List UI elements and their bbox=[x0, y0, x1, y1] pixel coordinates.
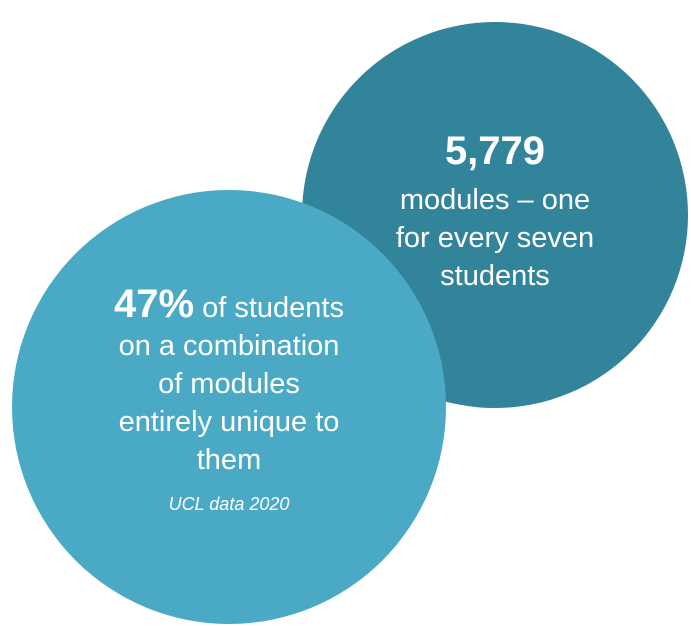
unique-combination-stat-circle: 47% of students on a combination of modu… bbox=[12, 190, 446, 624]
unique-description-line-1: 47% of students bbox=[114, 282, 344, 327]
modules-description-line-3: students bbox=[440, 260, 550, 292]
unique-stat-block: 47% of students on a combination of modu… bbox=[114, 282, 344, 515]
modules-description-line-2: for every seven bbox=[395, 222, 595, 254]
unique-percentage: 47% bbox=[114, 282, 195, 326]
modules-description-line-1: modules – one bbox=[399, 184, 591, 216]
modules-count: 5,779 bbox=[444, 129, 546, 173]
data-source-note: UCL data 2020 bbox=[168, 494, 290, 514]
modules-stat-block: 5,779 modules – one for every seven stud… bbox=[396, 129, 594, 295]
unique-description-line-2: on a combination bbox=[118, 330, 340, 362]
unique-description-line-1-text: of students bbox=[194, 292, 344, 324]
unique-description-line-5: them bbox=[196, 444, 262, 476]
unique-description-line-3: of modules bbox=[158, 368, 300, 400]
unique-description-line-4: entirely unique to bbox=[118, 406, 340, 438]
